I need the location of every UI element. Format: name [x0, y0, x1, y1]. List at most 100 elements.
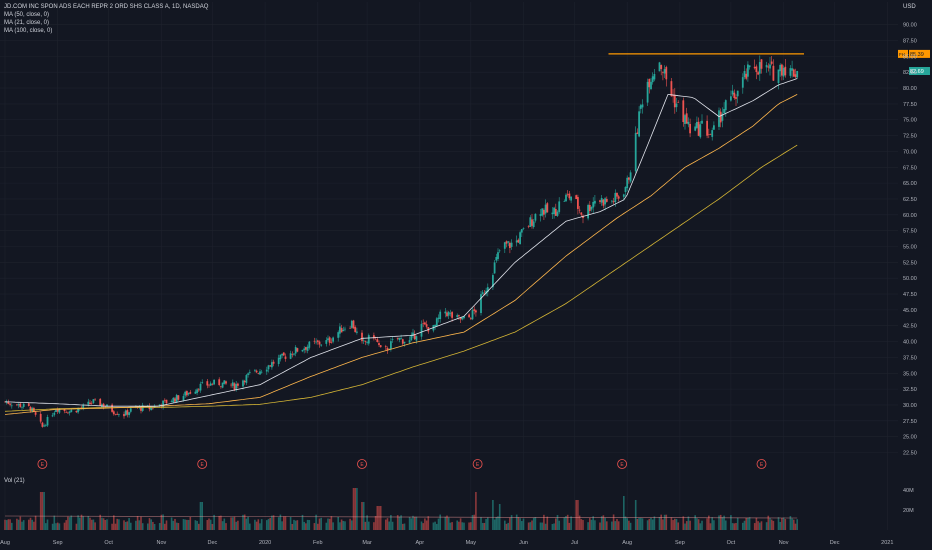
volume-bar — [413, 516, 416, 530]
volume-bar — [184, 519, 186, 530]
volume-bar — [289, 516, 292, 530]
moving-averages — [4, 78, 798, 519]
volume-bar — [267, 518, 270, 530]
candle-body — [424, 322, 426, 325]
volume-bar — [356, 488, 358, 530]
candle-body — [342, 329, 345, 331]
candle-body — [446, 312, 448, 317]
volume-bar — [209, 519, 212, 530]
candle-body — [755, 66, 758, 72]
volume-bar — [277, 517, 280, 530]
volume-bar — [140, 516, 142, 530]
candle-body — [546, 203, 549, 213]
candle-body — [594, 200, 596, 204]
volume-bar — [662, 519, 664, 530]
candle-body — [730, 96, 732, 101]
candle-body — [503, 242, 506, 249]
volume-bar — [719, 514, 722, 530]
volume-bar — [330, 516, 333, 530]
time-tick-label: Dec — [208, 540, 218, 546]
volume-bar — [177, 523, 180, 530]
volume-bar — [789, 516, 792, 530]
time-tick-label: Jun — [519, 540, 528, 546]
volume-bar — [493, 519, 496, 530]
candle-body — [152, 407, 154, 409]
volume-bar — [352, 488, 355, 530]
candle-body — [218, 379, 221, 386]
time-tick-label: Oct — [727, 540, 736, 546]
volume-bar — [186, 519, 188, 530]
volume-bar — [235, 521, 237, 530]
volume-bar — [220, 515, 222, 530]
ma21-legend[interactable]: MA (21, close, 0) — [4, 20, 50, 26]
volume-bar — [34, 515, 37, 530]
volume-bar — [16, 518, 18, 530]
volume-bar — [351, 520, 353, 530]
volume-bar — [373, 522, 375, 530]
volume-bar — [553, 523, 555, 530]
candle-body — [332, 337, 334, 342]
candle-body — [94, 398, 96, 400]
candle-body — [293, 353, 295, 355]
volume-legend[interactable]: Vol (21) — [4, 478, 25, 484]
volume-bar — [675, 518, 678, 530]
volume-bar — [296, 520, 299, 530]
candle-body — [437, 317, 440, 320]
candle-body — [412, 332, 414, 336]
volume-bar — [427, 516, 430, 530]
volume-bar — [281, 521, 283, 530]
price-tick-label: 47.50 — [903, 292, 917, 298]
earnings-marker-label: E — [360, 462, 364, 468]
volume-bar — [495, 517, 498, 530]
volume-bar — [510, 515, 513, 530]
volume-bar — [765, 522, 768, 530]
candle-body — [543, 209, 545, 215]
candle-body — [247, 373, 249, 375]
volume-bar — [175, 522, 178, 530]
volume-bar — [492, 500, 494, 530]
volume-bar — [616, 519, 618, 530]
volume-bar — [769, 518, 771, 530]
candle-body — [719, 111, 722, 123]
volume-bar — [65, 520, 67, 530]
volume-bar — [51, 523, 54, 530]
candle-body — [605, 198, 608, 202]
candle-body — [600, 198, 603, 203]
candle-body — [628, 177, 630, 180]
candle-body — [301, 349, 304, 352]
volume-bar — [721, 517, 724, 530]
candle-body — [616, 192, 618, 197]
volume-bar — [459, 518, 462, 530]
volume-bar — [658, 516, 661, 530]
volume-bar — [449, 522, 452, 530]
candle-body — [565, 194, 567, 202]
volume-bar — [111, 523, 113, 530]
volume-bar — [11, 522, 13, 530]
volume-bar — [587, 522, 589, 530]
price-tick-label: 42.50 — [903, 324, 917, 330]
time-tick-label: May — [466, 540, 477, 546]
ma100-legend[interactable]: MA (100, close, 0) — [4, 28, 53, 34]
chart-title: JD.COM INC SPON ADS EACH REPR 2 ORD SHS … — [4, 4, 209, 10]
candle-body — [687, 121, 690, 125]
volume-bar — [487, 517, 489, 530]
price-tick-label: 32.50 — [903, 387, 917, 393]
ma50-legend[interactable]: MA (50, close, 0) — [4, 12, 50, 18]
candle-body — [434, 324, 436, 327]
candle-body — [782, 67, 785, 77]
earnings-marker-label: E — [620, 462, 624, 468]
volume-bar — [590, 519, 593, 530]
volume-bar — [463, 522, 465, 530]
candle-body — [165, 399, 168, 404]
candle-body — [225, 381, 227, 384]
volume-bar — [461, 522, 464, 530]
candle-body — [206, 381, 209, 386]
volume-bar — [206, 520, 209, 530]
candle-body — [792, 69, 795, 77]
price-tick-label: 82.50 — [903, 70, 917, 76]
candle-body — [163, 399, 166, 401]
candle-body — [17, 403, 20, 406]
volume-bar — [223, 518, 226, 530]
earnings-marker — [37, 459, 48, 469]
